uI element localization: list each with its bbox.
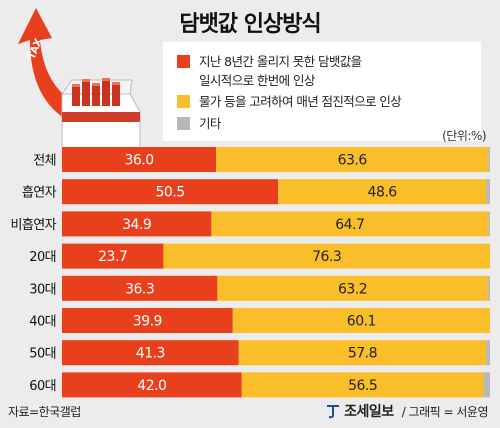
cigarette-pack-icon xyxy=(61,78,141,148)
tax-arrow-icon: TAX xyxy=(18,8,76,118)
data-label: 36.0 xyxy=(124,153,153,169)
bar-segment-other xyxy=(488,147,490,172)
data-label: 60.1 xyxy=(347,314,376,330)
bar-segment-other xyxy=(486,340,490,366)
data-label: 64.7 xyxy=(335,217,364,233)
data-label: 39.9 xyxy=(133,314,162,330)
cigarette-tax-illustration: TAX xyxy=(18,8,141,148)
bar-segment-lump-sum xyxy=(62,179,279,205)
bar-segment-lump-sum xyxy=(62,308,233,333)
bar-segment-gradual xyxy=(241,372,484,398)
brand-name: 조세일보 xyxy=(344,404,394,420)
category-label: 전체 xyxy=(33,154,56,169)
bar-segment-gradual xyxy=(278,179,487,205)
bar-segment-other xyxy=(486,179,490,205)
brand-logo-icon xyxy=(327,405,340,419)
graphic-credit: / 그래픽 = 서윤영 xyxy=(401,404,489,419)
bar-segment-other xyxy=(483,372,490,398)
category-label: 60대 xyxy=(29,379,56,394)
category-label: 비흡연자 xyxy=(11,218,57,233)
data-label: 76.3 xyxy=(312,249,341,265)
category-label: 40대 xyxy=(29,315,56,330)
data-label: 23.7 xyxy=(98,249,127,265)
bar-segment-gradual xyxy=(216,147,489,172)
unit-label: (단위:%) xyxy=(442,129,486,143)
bar-segment-other xyxy=(488,211,490,237)
legend-label-gradual: 물가 등을 고려하여 매년 점진적으로 인상 xyxy=(199,94,402,109)
legend: 지난 8년간 올리지 못한 담뱃값을 일시적으로 한번에 인상 물가 등을 고려… xyxy=(163,42,481,141)
bar-segment-gradual xyxy=(232,308,490,333)
category-label: 흡연자 xyxy=(22,186,57,201)
data-label: 48.6 xyxy=(368,185,398,201)
category-label: 50대 xyxy=(29,347,56,362)
bar-segment-gradual xyxy=(238,340,487,366)
data-label: 56.5 xyxy=(348,378,377,394)
bar-segment-lump-sum xyxy=(62,211,212,237)
data-label: 41.3 xyxy=(136,346,165,362)
data-label: 57.8 xyxy=(348,346,377,362)
legend-item-other: 기타 xyxy=(177,114,464,133)
data-label: 63.6 xyxy=(338,153,368,169)
legend-label-lump-sum: 지난 8년간 올리지 못한 담뱃값을 일시적으로 한번에 인상 xyxy=(199,54,362,88)
chart-title: 담뱃값 인상방식 xyxy=(179,12,321,37)
legend-item-lump-sum: 지난 8년간 올리지 못한 담뱃값을 일시적으로 한번에 인상 xyxy=(177,52,464,90)
bar-segment-lump-sum xyxy=(62,243,164,269)
bar-segment-other xyxy=(487,275,490,301)
bar-segment-lump-sum xyxy=(62,340,239,366)
data-label: 34.9 xyxy=(122,217,151,233)
bar-segment-gradual xyxy=(211,211,489,237)
legend-label-other: 기타 xyxy=(199,116,221,131)
data-label: 36.3 xyxy=(125,281,154,297)
data-label: 42.0 xyxy=(137,378,166,394)
source-label: 자료=한국갤럽 xyxy=(8,405,81,419)
bar-segment-lump-sum xyxy=(62,372,242,398)
legend-item-gradual: 물가 등을 고려하여 매년 점진적으로 인상 xyxy=(177,92,464,111)
legend-swatch-gradual xyxy=(177,95,190,108)
category-label: 20대 xyxy=(29,250,56,265)
bar-segment-gradual xyxy=(163,243,490,269)
bar-segment-lump-sum xyxy=(62,275,218,301)
data-label: 63.2 xyxy=(338,281,367,297)
category-label: 30대 xyxy=(29,282,56,297)
bar-segment-gradual xyxy=(217,275,488,301)
bar-segment-lump-sum xyxy=(62,147,217,172)
legend-swatch-other xyxy=(177,117,190,130)
legend-swatch-lump-sum xyxy=(177,55,190,68)
credit: 조세일보 / 그래픽 = 서윤영 xyxy=(326,401,489,421)
data-label: 50.5 xyxy=(155,185,184,201)
